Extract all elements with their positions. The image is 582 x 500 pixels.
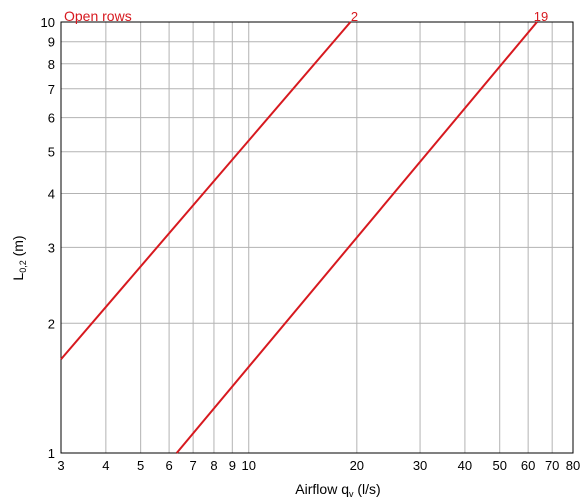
y-tick-label: 4 <box>48 187 55 202</box>
y-tick-labels: 1 2 3 4 5 6 7 8 9 10 <box>41 15 55 461</box>
y-axis-label: L0,2 (m) <box>10 235 28 280</box>
series-group: 2 19 <box>60 9 548 454</box>
plot-frame <box>60 21 574 454</box>
x-tick-label: 4 <box>102 458 109 473</box>
x-axis-label-unit: (l/s) <box>353 481 380 497</box>
x-axis-label-main: Airflow q <box>295 481 349 497</box>
y-tick-label: 5 <box>48 145 55 160</box>
x-axis-label: Airflow qv (l/s) <box>295 481 380 499</box>
y-tick-label: 1 <box>48 446 55 461</box>
x-tick-label: 20 <box>350 458 364 473</box>
y-tick-label: 7 <box>48 82 55 97</box>
x-tick-label: 50 <box>492 458 506 473</box>
x-tick-label: 80 <box>566 458 580 473</box>
y-tick-label: 2 <box>48 316 55 331</box>
y-axis-label-main: L <box>10 273 26 281</box>
x-tick-label: 3 <box>57 458 64 473</box>
x-tick-label: 30 <box>413 458 427 473</box>
chart-title: Open rows <box>64 8 132 24</box>
x-tick-label: 6 <box>165 458 172 473</box>
x-tick-labels: 3 4 5 6 7 8 9 10 20 30 40 50 60 70 80 <box>57 458 580 473</box>
x-axis-label-sub: v <box>349 489 354 499</box>
y-tick-label: 3 <box>48 240 55 255</box>
y-tick-label: 8 <box>48 57 55 72</box>
series-label-19: 19 <box>534 9 548 24</box>
y-tick-label: 9 <box>48 35 55 50</box>
x-tick-label: 60 <box>521 458 535 473</box>
x-tick-label: 10 <box>242 458 256 473</box>
x-tick-label: 5 <box>137 458 144 473</box>
x-tick-label: 7 <box>190 458 197 473</box>
y-axis-label-unit: (m) <box>10 235 26 260</box>
grid <box>60 21 574 454</box>
series-line-2 <box>60 21 352 360</box>
x-tick-label: 8 <box>210 458 217 473</box>
y-axis-label-sub: 0,2 <box>18 260 28 273</box>
series-line-19 <box>175 21 538 454</box>
x-tick-label: 40 <box>458 458 472 473</box>
y-tick-label: 10 <box>41 15 55 30</box>
x-tick-label: 9 <box>229 458 236 473</box>
x-tick-label: 70 <box>545 458 559 473</box>
y-tick-label: 6 <box>48 111 55 126</box>
series-label-2: 2 <box>351 9 358 24</box>
